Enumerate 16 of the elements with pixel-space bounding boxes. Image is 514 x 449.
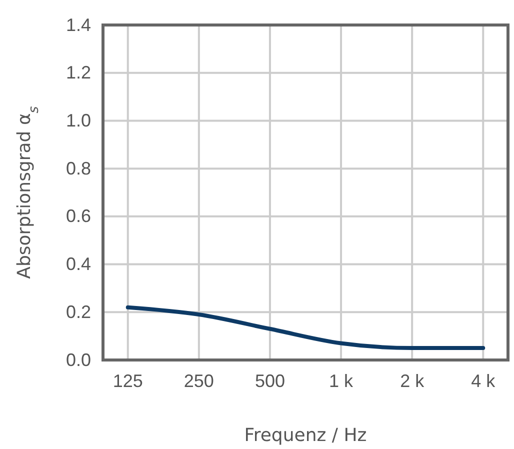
x-tick-label: 1 k	[329, 370, 354, 391]
y-tick-label: 1.0	[66, 110, 91, 130]
line-series	[126, 305, 486, 350]
x-tick-label: 4 k	[471, 370, 496, 391]
x-tick-label: 2 k	[400, 370, 426, 391]
x-tick-label: 250	[184, 370, 214, 391]
x-tick-label: 125	[112, 370, 143, 391]
y-tick-label: 0.0	[66, 350, 91, 370]
x-axis-title: Frequenz / Hz	[244, 425, 367, 446]
x-tick-label: 500	[254, 370, 285, 391]
y-tick-label: 0.2	[66, 302, 91, 322]
y-tick-label: 0.8	[66, 158, 91, 178]
y-tick-label: 1.2	[66, 62, 91, 83]
y-tick-label: 0.6	[66, 206, 91, 226]
y-tick-label: 0.4	[66, 254, 91, 274]
y-tick-label: 1.4	[66, 14, 91, 35]
